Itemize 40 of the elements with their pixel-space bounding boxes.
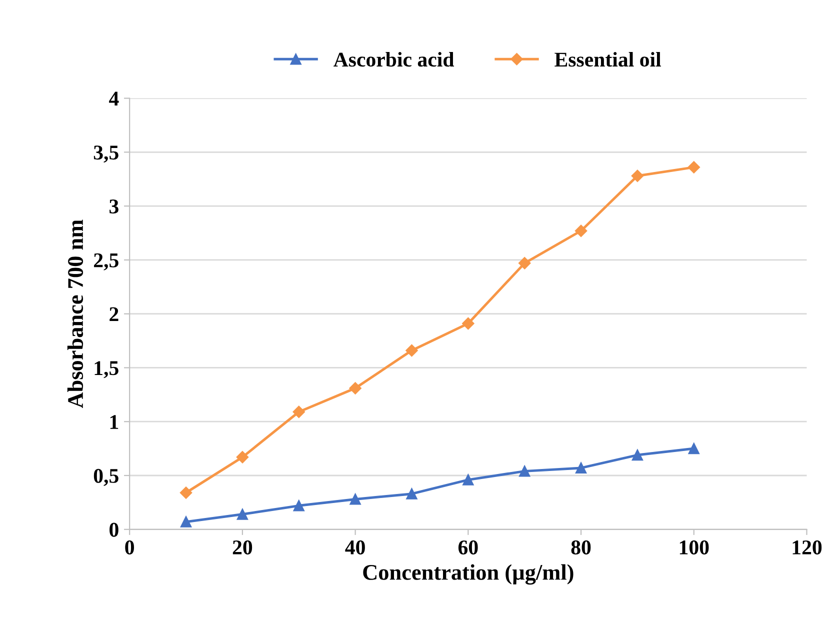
point (406, 488, 418, 500)
y-axis-title: Absorbance 700 nm (67, 220, 84, 408)
y-tick-label: 1,5 (94, 361, 118, 378)
x-tick-label: 60 (458, 540, 478, 554)
point (688, 161, 700, 174)
point (462, 474, 474, 486)
y-tick-label: 2 (110, 307, 118, 322)
point (574, 224, 588, 237)
x-tick-label: 100 (680, 540, 709, 554)
point (575, 462, 587, 474)
point (350, 494, 361, 505)
y-tick-label: 3,5 (94, 146, 118, 163)
point (236, 451, 249, 464)
point (293, 500, 304, 512)
x-tick-label: 0 (125, 540, 134, 554)
legend-label: Essential oil (554, 52, 661, 67)
x-tick-label: 120 (792, 540, 822, 554)
point (180, 486, 192, 499)
point (519, 466, 530, 477)
x-tick-label: 20 (232, 540, 252, 554)
point (462, 317, 474, 330)
point (406, 344, 418, 357)
y-tick-label: 3 (110, 199, 118, 214)
y-tick-label: 0 (110, 522, 118, 537)
point (292, 406, 305, 418)
x-tick-label: 80 (571, 540, 591, 554)
y-tick-label: 2,5 (94, 253, 118, 270)
point (631, 170, 644, 182)
y-tick-label: 4 (109, 92, 119, 106)
point (349, 382, 362, 394)
y-tick-label: 1 (110, 415, 118, 429)
legend-label: Ascorbic acid (334, 52, 454, 67)
point (236, 508, 248, 520)
point (688, 443, 700, 454)
x-axis-title: Concentration (µg/ml) (363, 564, 574, 585)
y-tick-label: 0,5 (94, 468, 118, 486)
point (632, 449, 644, 461)
point (180, 516, 192, 528)
x-tick-label: 40 (345, 540, 365, 554)
point (518, 257, 531, 270)
